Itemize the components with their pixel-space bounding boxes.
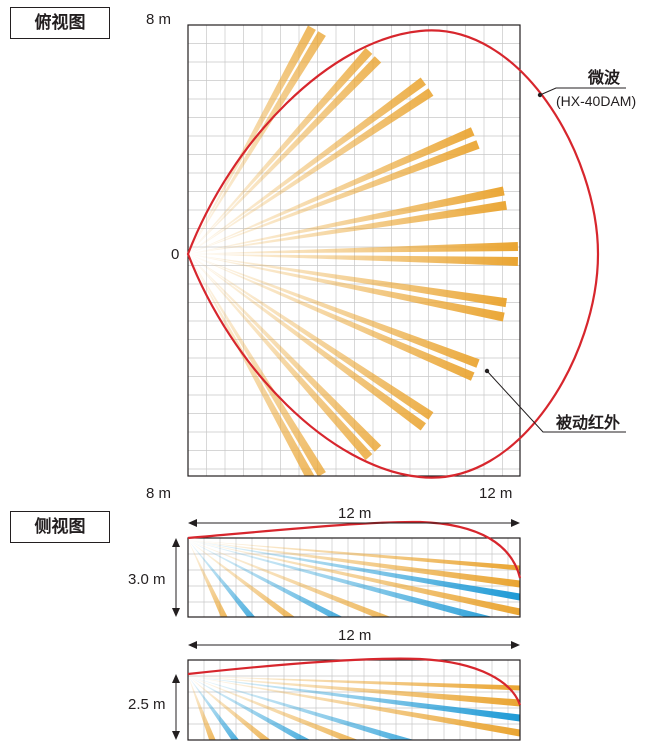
microwave-label: 微波	[588, 68, 621, 87]
side1-arrow-down	[172, 608, 180, 617]
pir-beam	[188, 127, 475, 254]
pir-beam-orange	[188, 676, 293, 740]
pir-beam	[188, 88, 434, 254]
pir-beam-orange	[188, 540, 520, 571]
side2-arrow-right	[511, 641, 520, 649]
microwave-leader-line	[539, 87, 626, 96]
pir-beam-orange	[188, 540, 520, 616]
pir-beam-blue	[188, 676, 472, 740]
microwave-leader-dot	[537, 92, 543, 98]
pir-beam	[188, 254, 475, 381]
top-view-range-label-bottom-right: 12 m	[479, 485, 513, 502]
pir-beam	[188, 254, 505, 322]
pir-beam	[188, 200, 507, 254]
side-view-panel-1	[172, 519, 522, 618]
pir-beam-orange	[188, 676, 520, 691]
pir-beam-orange	[188, 540, 520, 588]
side2-arrow-down	[172, 731, 180, 740]
pir-beam	[188, 254, 382, 452]
top-view-origin-label: 0	[171, 246, 180, 263]
pir-leader-line	[486, 370, 626, 433]
pir-beam-blue	[188, 676, 520, 722]
pir-label: 被动红外	[556, 413, 621, 432]
side-view-title: 侧视图	[10, 511, 110, 543]
top-view-range-label-top: 8 m	[146, 11, 172, 28]
pir-leader-dot	[484, 368, 490, 374]
pir-beam	[188, 47, 373, 254]
side-view-panel-2	[172, 641, 522, 741]
pir-beam-orange	[188, 676, 520, 707]
side1-arrow-left	[188, 519, 197, 527]
side2-arrow-up	[172, 674, 180, 683]
pir-beam-blue	[188, 676, 342, 740]
pir-beam-blue	[188, 540, 520, 617]
top-view-range-label-bottom-left: 8 m	[146, 485, 172, 502]
pir-beam	[188, 254, 373, 461]
pir-beam	[188, 25, 316, 254]
pir-beam-blue	[188, 676, 254, 740]
side1-width-label: 12 m	[338, 505, 372, 522]
pir-beam-blue	[188, 540, 274, 617]
pir-beam	[188, 56, 382, 254]
pir-beams-side2	[188, 676, 520, 740]
pir-beam-blue	[188, 540, 382, 617]
pir-beam-orange	[188, 676, 520, 737]
pir-beams-top	[188, 25, 519, 476]
pir-beam	[188, 254, 316, 476]
pir-beam-orange	[188, 540, 442, 617]
side2-arrow-left	[188, 641, 197, 649]
pir-beam-orange	[188, 676, 402, 740]
pir-beam-orange	[188, 540, 239, 617]
pir-beam	[188, 140, 480, 254]
pir-beam	[188, 254, 326, 476]
pir-beam	[188, 254, 480, 368]
top-view-frame	[187, 24, 521, 477]
side2-width-label: 12 m	[338, 627, 372, 644]
pir-beam	[188, 254, 426, 431]
pir-beam	[188, 31, 326, 254]
side1-arrow-up	[172, 538, 180, 547]
pir-beam	[188, 186, 505, 254]
top-view-title: 俯视图	[10, 7, 110, 39]
microwave-pattern-top	[186, 29, 600, 479]
pir-beam-orange	[188, 676, 224, 740]
pir-beam	[188, 254, 519, 266]
pir-beam	[188, 242, 519, 254]
microwave-pattern-side1	[187, 520, 522, 579]
side1-arrow-right	[511, 519, 520, 527]
pir-beam-blue	[188, 540, 520, 601]
microwave-pattern-side2	[187, 657, 522, 706]
pir-beam	[188, 254, 434, 420]
side2-height-label: 2.5 m	[128, 696, 166, 713]
pir-beam	[188, 254, 507, 308]
pir-beam-orange	[188, 540, 323, 617]
microwave-model-label: (HX-40DAM)	[556, 93, 637, 109]
side1-height-label: 3.0 m	[128, 571, 166, 588]
pir-beam	[188, 77, 426, 254]
pir-beams-side1	[188, 540, 520, 617]
top-view	[186, 24, 626, 479]
